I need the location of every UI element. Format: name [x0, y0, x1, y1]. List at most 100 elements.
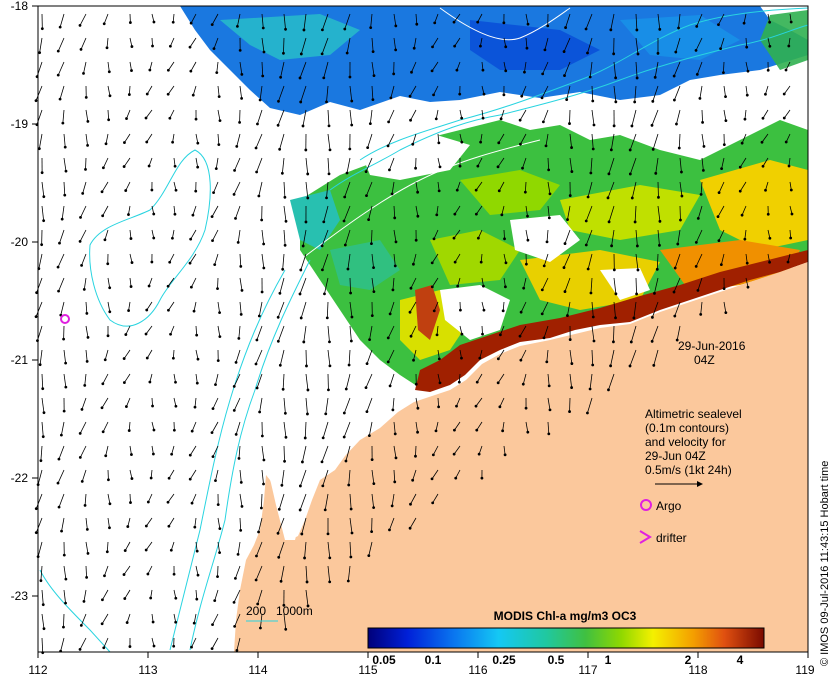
velocity-vector	[696, 13, 703, 27]
velocity-vector-head	[524, 262, 528, 266]
velocity-vector-head	[412, 262, 415, 266]
velocity-vector-head	[677, 26, 680, 30]
velocity-vector-head	[277, 555, 281, 559]
velocity-vector	[701, 133, 705, 147]
velocity-vector-head	[584, 219, 588, 223]
velocity-vector	[501, 205, 505, 215]
velocity-vector-head	[479, 44, 482, 48]
velocity-vector	[41, 421, 44, 437]
velocity-vector	[83, 589, 87, 602]
velocity-vector-head	[276, 339, 280, 343]
velocity-vector-head	[57, 289, 60, 293]
velocity-vector	[678, 133, 681, 149]
velocity-vector	[476, 373, 483, 383]
velocity-vector-head	[372, 506, 376, 510]
velocity-vector-head	[303, 436, 307, 440]
velocity-vector-head	[636, 268, 640, 272]
velocity-vector-head	[412, 358, 415, 362]
velocity-vector-head	[170, 452, 174, 456]
velocity-vector-head	[322, 220, 326, 224]
velocity-vector-head	[504, 285, 507, 289]
velocity-vector-head	[673, 266, 677, 270]
velocity-vector	[410, 325, 417, 337]
velocity-vector	[300, 37, 307, 55]
velocity-vector	[349, 301, 353, 318]
velocity-vector-head	[498, 333, 502, 337]
velocity-vector-head	[190, 501, 194, 505]
velocity-vector-head	[320, 52, 324, 56]
velocity-vector-head	[79, 48, 83, 51]
velocity-vector	[745, 277, 749, 288]
velocity-vector-head	[123, 597, 127, 600]
velocity-vector-head	[64, 361, 68, 365]
velocity-vector-head	[564, 26, 567, 29]
lat-tick-label: -23	[11, 589, 29, 603]
velocity-vector-head	[62, 409, 66, 413]
velocity-vector	[393, 13, 397, 26]
velocity-vector	[85, 133, 88, 146]
velocity-vector-head	[635, 244, 639, 248]
velocity-vector	[701, 109, 703, 123]
velocity-vector	[697, 205, 703, 219]
velocity-vector	[261, 469, 264, 485]
velocity-vector	[393, 37, 397, 50]
velocity-vector	[255, 565, 263, 581]
velocity-vector-head	[545, 360, 549, 364]
velocity-vector	[304, 421, 307, 438]
velocity-vector-head	[372, 74, 376, 78]
velocity-vector	[80, 37, 87, 50]
velocity-vector	[585, 229, 593, 246]
velocity-vector-head	[724, 311, 728, 315]
velocity-vector-head	[367, 554, 371, 558]
velocity-vector-head	[607, 220, 611, 224]
velocity-vector	[678, 13, 681, 29]
velocity-vector-head	[260, 434, 264, 438]
velocity-vector-head	[174, 404, 178, 408]
velocity-vector-head	[415, 22, 419, 26]
velocity-vector	[591, 325, 595, 342]
velocity-vector	[349, 325, 352, 342]
velocity-vector-head	[480, 476, 484, 480]
velocity-vector-head	[724, 95, 727, 99]
velocity-vector	[388, 109, 395, 123]
velocity-vector	[371, 493, 375, 508]
velocity-vector-head	[591, 315, 595, 319]
velocity-vector-head	[614, 292, 618, 296]
velocity-vector	[215, 469, 219, 481]
velocity-vector	[547, 181, 551, 194]
velocity-vector	[281, 469, 285, 486]
velocity-vector	[498, 181, 505, 192]
velocity-vector-head	[370, 530, 374, 534]
velocity-vector-head	[78, 648, 82, 651]
velocity-vector-head	[481, 68, 485, 72]
velocity-vector	[256, 373, 263, 389]
velocity-vector-head	[58, 25, 62, 29]
velocity-vector-head	[215, 71, 219, 75]
velocity-vector	[322, 13, 329, 30]
velocity-vector-head	[391, 288, 395, 292]
velocity-vector-head	[103, 574, 106, 578]
velocity-vector	[145, 325, 153, 335]
velocity-vector	[613, 325, 615, 342]
velocity-vector	[128, 85, 131, 95]
velocity-vector	[212, 445, 219, 457]
velocity-vector	[81, 253, 87, 266]
velocity-vector	[85, 109, 89, 122]
velocity-vector-head	[372, 266, 375, 270]
colorbar-tick: 0.05	[372, 653, 396, 667]
velocity-vector-head	[83, 504, 87, 507]
velocity-vector-head	[482, 308, 486, 312]
velocity-vector-head	[304, 220, 308, 224]
velocity-vector-head	[82, 288, 86, 291]
map-frame	[37, 5, 809, 653]
velocity-vector-head	[743, 237, 747, 241]
velocity-vector-head	[589, 171, 593, 175]
velocity-vector	[129, 277, 132, 287]
velocity-vector	[124, 541, 131, 551]
velocity-vector-head	[320, 460, 324, 464]
velocity-vector-head	[657, 195, 660, 199]
velocity-vector-head	[122, 357, 126, 360]
velocity-vector	[368, 205, 373, 220]
velocity-vector-head	[216, 359, 220, 363]
velocity-vector	[369, 325, 373, 340]
